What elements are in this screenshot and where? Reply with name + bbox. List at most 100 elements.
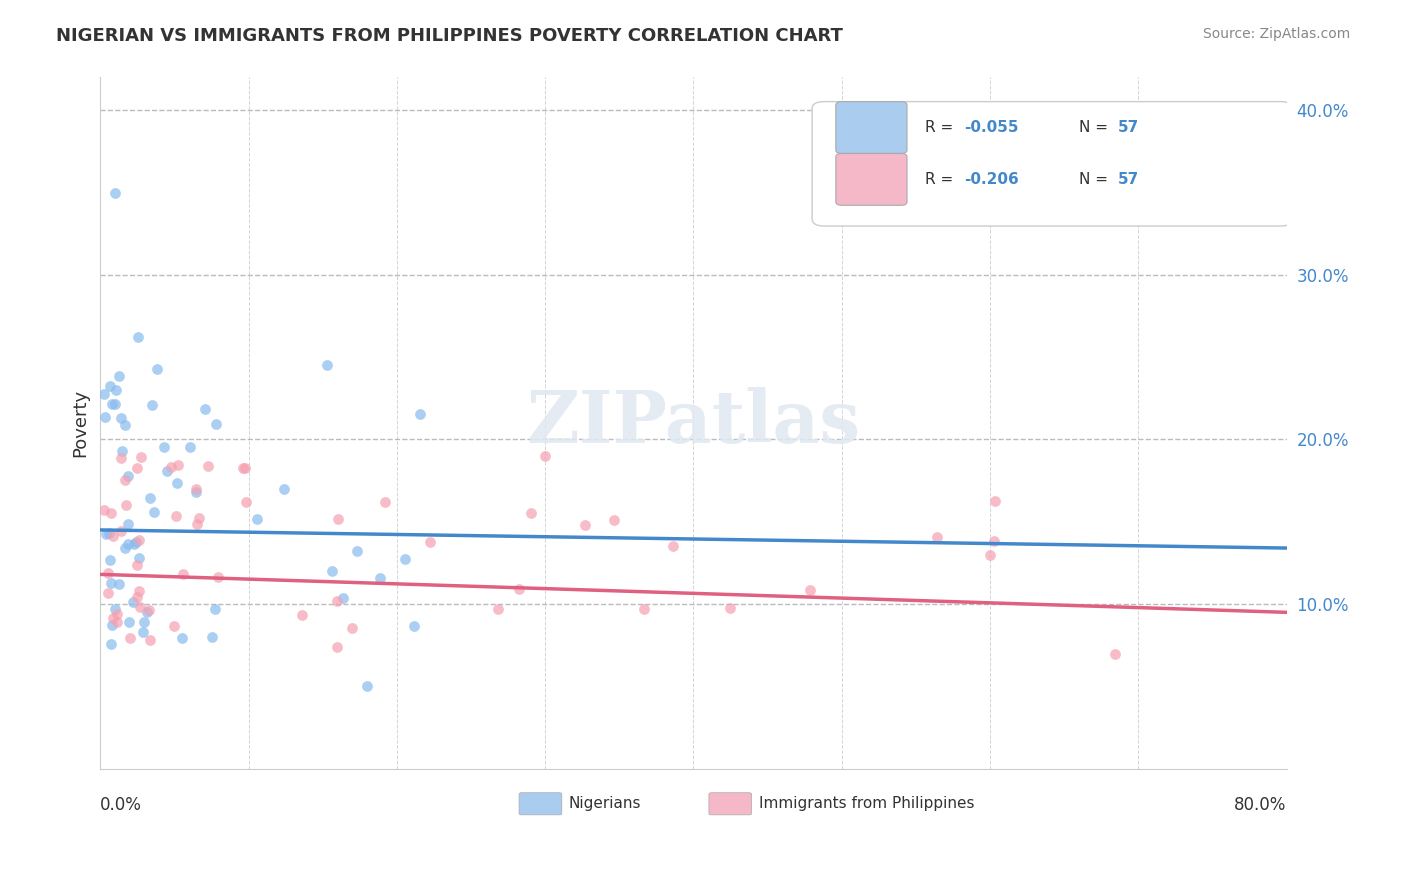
Point — [122, 537, 145, 551]
Text: N =: N = — [1078, 171, 1114, 186]
Point — [409, 407, 432, 421]
Point — [128, 550, 150, 565]
Point — [204, 602, 226, 616]
Point — [121, 594, 143, 608]
Point — [207, 570, 229, 584]
Text: -0.206: -0.206 — [965, 171, 1019, 186]
Point — [108, 577, 131, 591]
Point — [104, 384, 127, 398]
Point — [205, 417, 228, 431]
FancyBboxPatch shape — [519, 793, 562, 815]
Point — [117, 537, 139, 551]
Text: Immigrants from Philippines: Immigrants from Philippines — [759, 797, 974, 812]
Point — [132, 615, 155, 630]
Point — [118, 631, 141, 645]
Point — [184, 485, 207, 500]
Point — [98, 379, 121, 393]
Point — [98, 526, 121, 541]
Text: NIGERIAN VS IMMIGRANTS FROM PHILIPPINES POVERTY CORRELATION CHART: NIGERIAN VS IMMIGRANTS FROM PHILIPPINES … — [56, 27, 844, 45]
Point — [114, 473, 136, 487]
Point — [125, 558, 148, 572]
Point — [94, 410, 117, 425]
Point — [574, 517, 596, 532]
FancyBboxPatch shape — [813, 102, 1292, 226]
Point — [662, 539, 685, 553]
Point — [508, 582, 530, 597]
Point — [534, 449, 557, 463]
Point — [114, 417, 136, 432]
Point — [179, 440, 201, 454]
Text: -0.055: -0.055 — [965, 120, 1018, 135]
Point — [129, 450, 152, 464]
Point — [101, 397, 124, 411]
Text: Nigerians: Nigerians — [569, 797, 641, 812]
Point — [799, 583, 821, 598]
FancyBboxPatch shape — [835, 153, 907, 205]
Point — [146, 361, 169, 376]
Point — [603, 513, 626, 527]
Point — [105, 607, 128, 621]
Point — [340, 621, 363, 635]
Y-axis label: Poverty: Poverty — [72, 389, 89, 457]
Point — [194, 401, 217, 416]
Text: ZIPatlas: ZIPatlas — [526, 387, 860, 458]
Point — [125, 535, 148, 549]
Point — [153, 440, 176, 454]
Text: 57: 57 — [1118, 171, 1139, 186]
Point — [111, 443, 134, 458]
Point — [718, 601, 741, 615]
Point — [125, 590, 148, 604]
Point — [291, 607, 314, 622]
Point — [104, 602, 127, 616]
Point — [94, 526, 117, 541]
Point — [186, 516, 208, 531]
Point — [110, 451, 132, 466]
Point — [326, 640, 349, 654]
Point — [325, 594, 347, 608]
Point — [136, 605, 159, 619]
Point — [93, 503, 115, 517]
Point — [927, 530, 949, 544]
Point — [172, 566, 194, 581]
Point — [100, 576, 122, 591]
Point — [117, 516, 139, 531]
Point — [142, 505, 165, 519]
Point — [141, 398, 163, 412]
Point — [1104, 647, 1126, 661]
Point — [394, 552, 416, 566]
Point — [419, 535, 441, 549]
Point — [129, 600, 152, 615]
Point — [166, 475, 188, 490]
Text: 80.0%: 80.0% — [1234, 797, 1286, 814]
Text: 0.0%: 0.0% — [100, 797, 142, 814]
Point — [128, 583, 150, 598]
Point — [132, 624, 155, 639]
Point — [633, 602, 655, 616]
Point — [201, 630, 224, 644]
FancyBboxPatch shape — [709, 793, 752, 815]
Point — [374, 495, 396, 509]
Text: Source: ZipAtlas.com: Source: ZipAtlas.com — [1202, 27, 1350, 41]
Point — [110, 524, 132, 539]
Point — [101, 611, 124, 625]
Text: 57: 57 — [1118, 120, 1139, 135]
FancyBboxPatch shape — [835, 102, 907, 153]
Point — [979, 548, 1001, 562]
Point — [138, 603, 160, 617]
Point — [486, 601, 509, 615]
Point — [127, 461, 149, 475]
Point — [93, 387, 115, 401]
Point — [346, 543, 368, 558]
Point — [98, 553, 121, 567]
Point — [233, 460, 256, 475]
Point — [328, 512, 350, 526]
Point — [163, 619, 186, 633]
Text: N =: N = — [1078, 120, 1114, 135]
Point — [321, 564, 343, 578]
Point — [100, 618, 122, 632]
Point — [316, 358, 339, 372]
Point — [118, 615, 141, 630]
Point — [167, 458, 190, 472]
Point — [107, 368, 129, 383]
Point — [232, 460, 254, 475]
